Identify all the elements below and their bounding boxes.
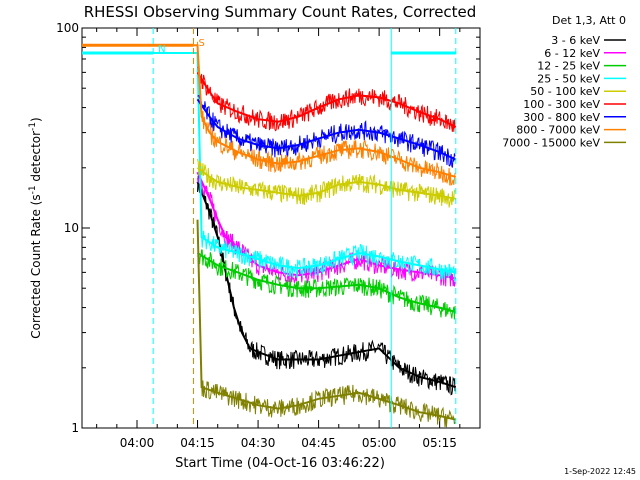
y-tick-label-1: 10 [64,221,79,235]
y-axis-label-part1: Corrected Count Rate (s [29,194,43,338]
legend-label-4: 50 - 100 keV [530,85,600,98]
series-noise-0 [197,175,456,396]
plot-area: 1 10 100 04:00 04:15 04:30 04:45 05:00 05:15 S N [56,21,481,450]
x-axis-label: Start Time (04-Oct-16 03:46:22) [175,456,385,471]
y-axis-label-exp2: -1 [28,122,38,131]
legend-label-5: 100 - 300 keV [523,98,600,111]
legend-label-8: 7000 - 15000 keV [502,136,600,149]
series-line-0 [196,181,457,389]
y-tick-label-0: 1 [71,421,79,435]
annotation-label-0: S [199,38,205,49]
annotation-label-1: N [158,44,165,55]
series-noise-4 [197,158,456,208]
series-noise-6 [197,94,456,168]
series-group [82,41,457,428]
series-noise-3 [197,60,456,281]
plot-frame [81,27,481,429]
series-noise-5 [197,65,456,132]
y-axis-label: Corrected Count Rate (s-1 detector-1) [28,117,43,338]
legend-title: Det 1,3, Att 0 [552,14,626,27]
series-noise-8 [197,226,456,428]
x-tick-label-2: 04:30 [241,436,276,450]
chart-title: RHESSI Observing Summary Count Rates, Co… [84,3,477,21]
x-tick-label-3: 04:45 [301,436,336,450]
x-tick-label-4: 05:00 [362,436,397,450]
y-axis-label-exp1: -1 [28,185,38,194]
y-axis-label-part3: ) [29,117,43,122]
x-tick-label-5: 05:15 [422,436,457,450]
y-tick-label-2: 100 [56,21,79,35]
legend-label-6: 300 - 800 keV [523,111,600,124]
series-noise-2 [197,249,456,320]
x-tick-label-1: 04:15 [180,436,215,450]
legend-label-1: 6 - 12 keV [544,47,600,60]
series-noise-7 [197,41,456,186]
x-tick-label-0: 04:00 [120,436,155,450]
legend-label-0: 3 - 6 keV [551,34,600,47]
series-noise-1 [197,174,456,287]
legend-label-2: 12 - 25 keV [537,60,600,73]
y-axis-label-part2: detector [29,131,43,186]
legend-label-7: 800 - 7000 keV [516,124,600,137]
legend-label-3: 25 - 50 keV [537,72,600,85]
footer-date: 1-Sep-2022 12:45 [564,467,636,476]
